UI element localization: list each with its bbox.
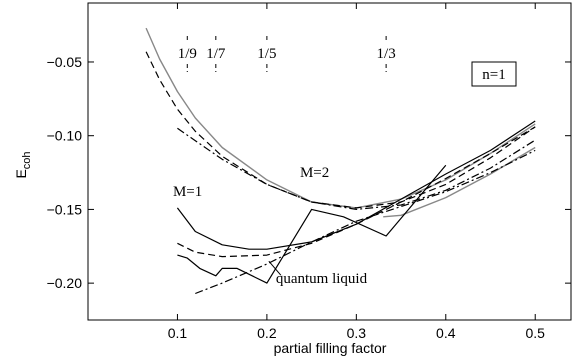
series-line-8 bbox=[177, 164, 447, 284]
fraction-marker-label: 1/7 bbox=[206, 46, 226, 62]
y-tick-label: −0.10 bbox=[47, 128, 83, 144]
x-tick-label: 0.5 bbox=[525, 325, 545, 341]
y-axis-label-sub: coh bbox=[21, 151, 33, 169]
legend-box-frame bbox=[471, 61, 517, 87]
annotation-label: quantum liquid bbox=[276, 271, 368, 287]
fraction-marker-label: 1/3 bbox=[377, 46, 396, 62]
series-layer bbox=[145, 27, 536, 295]
y-tick-label: −0.20 bbox=[47, 275, 83, 291]
fraction-marker-bg bbox=[203, 43, 228, 62]
y-axis-label-main: E bbox=[13, 169, 29, 178]
series-line-6 bbox=[383, 146, 536, 218]
annotation-label: M=2 bbox=[300, 165, 329, 181]
y-axis-ticks: −0.05 −0.10 −0.15 −0.20 bbox=[47, 54, 571, 291]
svg-text:Ecoh: Ecoh bbox=[13, 151, 33, 178]
fraction-marker-bg bbox=[175, 43, 200, 62]
x-axis-label: partial filling factor bbox=[274, 340, 387, 356]
fraction-marker-label: 1/5 bbox=[257, 46, 276, 62]
annotation-label: M=1 bbox=[173, 184, 202, 200]
legend-box-label: n=1 bbox=[482, 67, 505, 83]
series-line-2 bbox=[145, 51, 536, 209]
fraction-marker-bg bbox=[254, 43, 279, 62]
y-tick-label: −0.05 bbox=[47, 54, 83, 70]
annotations: M=2 M=1 quantum liquid bbox=[173, 165, 368, 287]
x-tick-label: 0.2 bbox=[257, 325, 277, 341]
plot-frame bbox=[87, 2, 572, 321]
y-axis-label: Ecoh bbox=[13, 151, 33, 178]
x-tick-label: 0.3 bbox=[347, 325, 367, 341]
series-line-4 bbox=[176, 120, 536, 250]
series-line-3 bbox=[177, 127, 536, 210]
series-line-1 bbox=[145, 27, 536, 209]
annotation-pointer bbox=[268, 260, 282, 276]
legend-box: n=1 bbox=[471, 61, 517, 87]
x-axis-ticks: 0.1 0.2 0.3 0.4 0.5 bbox=[168, 3, 545, 341]
x-tick-label: 0.1 bbox=[168, 325, 188, 341]
fraction-marker-label: 1/9 bbox=[178, 46, 197, 62]
fraction-marker-bg bbox=[374, 43, 399, 62]
series-line-5 bbox=[177, 126, 536, 258]
series-line-7 bbox=[195, 149, 536, 295]
fraction-markers: 1/9 1/7 1/5 1/3 bbox=[175, 36, 399, 72]
y-tick-label: −0.15 bbox=[47, 201, 83, 217]
x-tick-label: 0.4 bbox=[436, 325, 456, 341]
